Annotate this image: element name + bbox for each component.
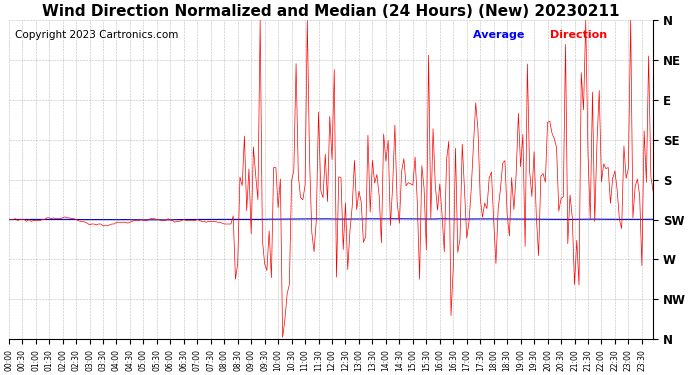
Text: Average: Average [473,30,528,40]
Text: Copyright 2023 Cartronics.com: Copyright 2023 Cartronics.com [15,30,179,40]
Text: Direction: Direction [550,30,607,40]
Title: Wind Direction Normalized and Median (24 Hours) (New) 20230211: Wind Direction Normalized and Median (24… [42,4,620,19]
